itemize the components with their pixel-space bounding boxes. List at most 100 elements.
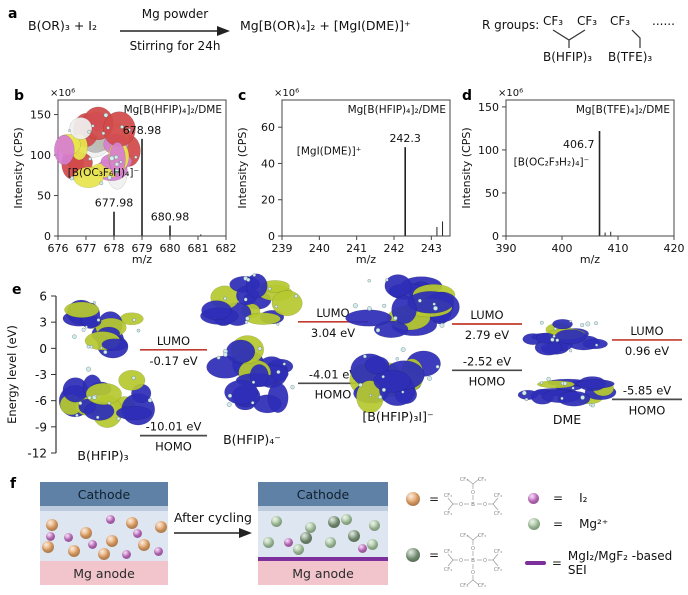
svg-text:HOMO: HOMO (315, 387, 352, 401)
svg-text:m/z: m/z (580, 253, 600, 266)
panel-c-label: c (238, 88, 247, 104)
panel-b-label: b (14, 88, 25, 104)
svg-text:Intensity (CPS): Intensity (CPS) (236, 127, 249, 208)
svg-text:m/z: m/z (356, 253, 376, 266)
svg-text:Mg[B(TFE)₄]₂/DME: Mg[B(TFE)₄]₂/DME (576, 104, 670, 116)
svg-text:O: O (471, 570, 475, 576)
svg-text:CF₃: CF₃ (460, 583, 468, 589)
svg-text:Intensity (CPS): Intensity (CPS) (460, 127, 473, 208)
legend-item-sei: = MgI₂/MgF₂ -based SEI (525, 549, 688, 577)
reaction-condition-top: Mg powder (141, 7, 209, 21)
svg-text:410: 410 (608, 242, 629, 255)
purple-sei-line-icon (525, 561, 546, 565)
reaction-arrow-icon (120, 26, 230, 36)
svg-text:100: 100 (478, 144, 499, 157)
svg-text:[B(OC₃F₆H)₄]⁻: [B(OC₃F₆H)₄]⁻ (68, 167, 139, 179)
orange-sphere (106, 535, 118, 547)
svg-text:406.7: 406.7 (563, 138, 595, 151)
light-green-sphere (368, 519, 380, 531)
svg-text:-12: -12 (27, 447, 47, 461)
r1-name: B(HFIP)₃ (543, 50, 593, 64)
svg-text:DME: DME (553, 412, 581, 427)
svg-text:×10⁶: ×10⁶ (498, 88, 523, 99)
svg-text:[MgI(DME)]⁺: [MgI(DME)]⁺ (297, 145, 362, 157)
orange-sphere (80, 527, 92, 539)
dark-green-sphere (300, 532, 312, 544)
svg-text:Intensity (CPS): Intensity (CPS) (12, 127, 25, 208)
svg-text:150: 150 (30, 109, 51, 122)
svg-text:CF₃: CF₃ (494, 493, 502, 499)
magenta-sphere (357, 543, 367, 553)
dark-green-sphere (348, 530, 360, 542)
r-groups-ellipsis: ...... (652, 14, 675, 28)
svg-text:242: 242 (384, 242, 405, 255)
svg-text:2.79 eV: 2.79 eV (465, 328, 509, 342)
svg-text:LUMO: LUMO (470, 308, 503, 322)
equals-sign: = (429, 492, 440, 506)
sei-layer (258, 557, 388, 561)
svg-text:680: 680 (160, 242, 181, 255)
svg-text:O: O (459, 558, 463, 564)
svg-text:LUMO: LUMO (316, 306, 349, 320)
magenta-sphere-icon (528, 492, 539, 504)
legend-item-mg2: = Mg²⁺ (528, 517, 608, 531)
svg-text:CF₃: CF₃ (444, 549, 452, 555)
orange-sphere-icon (406, 492, 420, 506)
svg-text:O: O (471, 490, 475, 496)
svg-text:×10⁶: ×10⁶ (274, 88, 299, 99)
light-green-sphere-icon (528, 518, 540, 530)
svg-text:HOMO: HOMO (155, 440, 192, 454)
svg-text:B(HFIP)₃: B(HFIP)₃ (77, 448, 128, 463)
svg-text:Energy level (eV): Energy level (eV) (5, 325, 19, 424)
legend-item-i2: = I₂ (528, 491, 587, 505)
light-green-sphere (366, 538, 378, 550)
svg-text:240: 240 (309, 242, 330, 255)
magenta-sphere (45, 531, 55, 541)
after-cycling-label: After cycling (174, 510, 252, 525)
orange-sphere (138, 539, 150, 551)
reaction-products: Mg[B(OR)₄]₂ + [MgI(DME)]⁺ (240, 18, 411, 33)
r-groups-label: R groups: (482, 18, 540, 32)
svg-text:3.04 eV: 3.04 eV (311, 326, 355, 340)
r1-bond-icon (552, 29, 586, 48)
svg-text:B: B (471, 558, 475, 564)
svg-text:40: 40 (261, 157, 275, 170)
magenta-sphere (283, 537, 293, 547)
svg-text:680.98: 680.98 (151, 210, 190, 223)
light-green-sphere (270, 515, 282, 527)
svg-text:-10.01 eV: -10.01 eV (146, 420, 202, 434)
svg-text:0: 0 (39, 342, 47, 356)
panel-a-label: a (8, 6, 18, 22)
svg-text:[B(OC₂F₃H₂)₄]⁻: [B(OC₂F₃H₂)₄]⁻ (514, 156, 590, 168)
svg-text:HOMO: HOMO (629, 403, 666, 417)
svg-text:0.96 eV: 0.96 eV (625, 344, 669, 358)
light-green-sphere (304, 521, 316, 533)
battery-before: Cathode Mg anode (40, 482, 168, 585)
svg-text:0: 0 (44, 230, 51, 243)
svg-text:679: 679 (132, 242, 153, 255)
svg-text:O: O (483, 558, 487, 564)
r2-name: B(TFE)₃ (608, 50, 653, 64)
svg-text:6: 6 (39, 290, 47, 304)
svg-text:[B(HFIP)₃I]⁻: [B(HFIP)₃I]⁻ (362, 409, 433, 424)
magenta-sphere (105, 514, 115, 524)
svg-text:678: 678 (104, 242, 125, 255)
r2-bond-icon (631, 29, 641, 48)
svg-text:CF₃: CF₃ (444, 567, 452, 573)
svg-text:CF₃: CF₃ (478, 477, 486, 483)
orange-sphere (42, 541, 54, 553)
svg-text:243: 243 (421, 242, 442, 255)
r1-cf3-left: CF₃ (543, 14, 564, 28)
svg-text:682: 682 (216, 242, 237, 255)
svg-text:CF₃: CF₃ (494, 567, 502, 573)
svg-text:100: 100 (30, 149, 51, 162)
electrolyte-region (40, 511, 168, 561)
magenta-sphere (132, 528, 142, 538)
svg-text:CF₃: CF₃ (460, 477, 468, 483)
equals-sign: = (553, 517, 564, 531)
svg-text:-0.17 eV: -0.17 eV (149, 354, 197, 368)
svg-text:CF₃: CF₃ (444, 493, 452, 499)
